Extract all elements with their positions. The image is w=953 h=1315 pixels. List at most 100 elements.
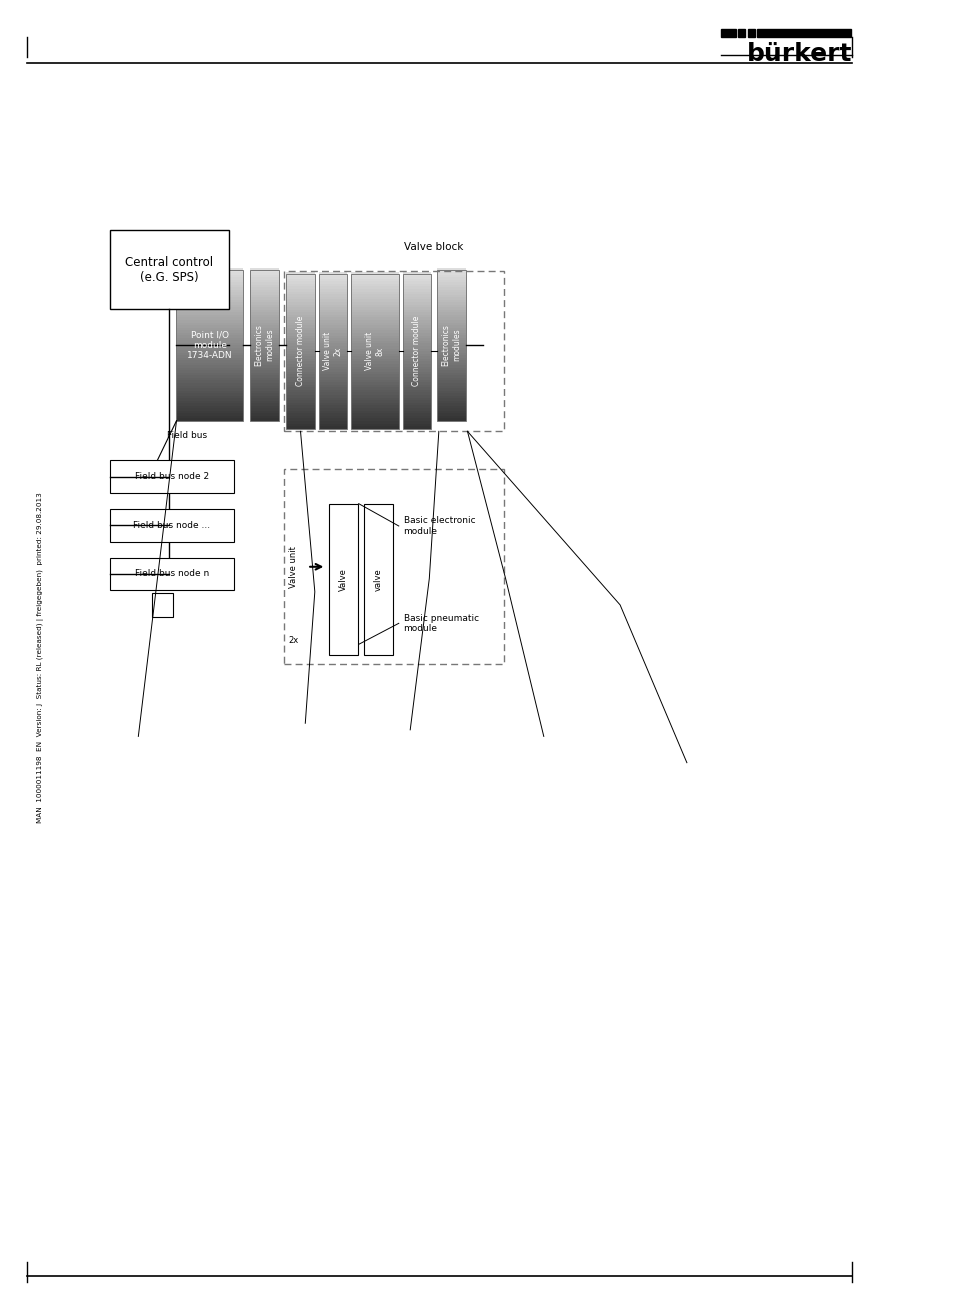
Bar (286, 401, 314, 405)
Bar (436, 362, 465, 366)
Bar (250, 271, 278, 275)
Bar (318, 304, 347, 308)
Bar (250, 283, 278, 287)
Bar (286, 272, 314, 276)
Bar (250, 312, 278, 314)
Bar (318, 371, 347, 375)
Bar (318, 337, 347, 341)
Bar (250, 376, 278, 380)
Bar (176, 362, 243, 366)
Bar (436, 329, 465, 333)
Bar (250, 343, 278, 347)
Text: Central control
(e.G. SPS): Central control (e.G. SPS) (125, 255, 213, 284)
Bar (351, 313, 398, 317)
Bar (286, 293, 314, 297)
Bar (738, 29, 744, 37)
Bar (286, 352, 314, 356)
Bar (318, 398, 347, 402)
Bar (286, 285, 314, 289)
Bar (286, 291, 314, 295)
Bar (318, 329, 347, 333)
Bar (286, 387, 314, 391)
Bar (402, 280, 431, 284)
Text: Basic pneumatic
module: Basic pneumatic module (403, 614, 478, 633)
Bar (318, 277, 347, 281)
Bar (152, 593, 173, 617)
Bar (402, 404, 431, 408)
Bar (436, 301, 465, 305)
Bar (286, 280, 314, 284)
Bar (176, 314, 243, 317)
Bar (318, 285, 347, 289)
Bar (436, 323, 465, 327)
Bar (250, 323, 278, 327)
Bar (250, 293, 278, 297)
Bar (436, 326, 465, 330)
Bar (318, 422, 347, 426)
Bar (436, 417, 465, 421)
Bar (176, 296, 243, 300)
Bar (318, 391, 347, 394)
Bar (250, 364, 278, 368)
Bar (286, 288, 314, 292)
Bar (402, 342, 431, 346)
Bar (351, 301, 398, 305)
Bar (250, 409, 278, 413)
Bar (402, 285, 431, 289)
Bar (250, 316, 278, 320)
Bar (402, 347, 431, 351)
Bar (286, 368, 314, 372)
Bar (436, 343, 465, 347)
Bar (351, 393, 398, 397)
Bar (286, 389, 314, 392)
Bar (176, 337, 243, 341)
Bar (286, 404, 314, 408)
Text: Valve block: Valve block (404, 242, 463, 252)
Bar (402, 414, 431, 418)
Bar (286, 373, 314, 377)
Bar (318, 352, 347, 356)
Bar (176, 318, 243, 322)
Text: Connector module: Connector module (295, 316, 305, 387)
Bar (436, 397, 465, 401)
Bar (286, 316, 314, 320)
Bar (176, 412, 243, 416)
Bar (286, 299, 314, 302)
Bar (436, 376, 465, 380)
Bar (286, 406, 314, 410)
Bar (318, 334, 347, 338)
Bar (351, 389, 398, 392)
Bar (436, 351, 465, 355)
Bar (402, 277, 431, 281)
Bar (436, 334, 465, 338)
Bar (351, 275, 398, 279)
Bar (250, 296, 278, 300)
Bar (250, 279, 278, 283)
Bar (176, 354, 243, 358)
Bar (176, 276, 243, 280)
Bar (351, 306, 398, 310)
Text: Valve unit
8x: Valve unit 8x (365, 331, 384, 371)
Bar (436, 412, 465, 416)
Bar (318, 312, 347, 314)
Bar (318, 318, 347, 322)
Bar (250, 318, 278, 322)
Bar (176, 406, 243, 410)
Bar (402, 299, 431, 302)
Bar (402, 316, 431, 320)
Bar (318, 419, 347, 423)
Bar (351, 419, 398, 423)
Bar (176, 323, 243, 327)
Bar (436, 356, 465, 360)
Bar (402, 355, 431, 359)
Bar (176, 417, 243, 421)
Bar (318, 313, 347, 317)
Bar (720, 29, 735, 37)
Bar (318, 414, 347, 418)
Bar (318, 389, 347, 392)
Bar (250, 337, 278, 341)
Bar (351, 425, 398, 429)
Bar (402, 417, 431, 421)
Bar (318, 274, 347, 429)
Bar (176, 316, 243, 320)
